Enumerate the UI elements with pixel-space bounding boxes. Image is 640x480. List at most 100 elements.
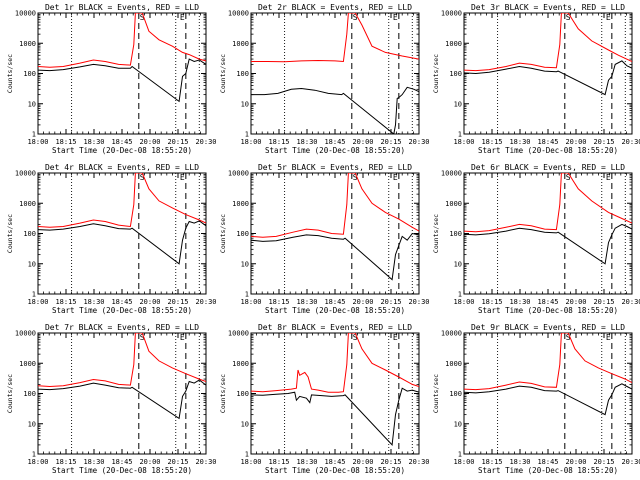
x-tick-label: 18:45 (324, 298, 345, 306)
x-tick-label: 18:30 (509, 458, 530, 466)
x-tick-label: 20:00 (352, 298, 373, 306)
x-tick-label: 18:15 (55, 298, 76, 306)
y-tick-label: 1 (32, 291, 36, 299)
panel-det-7: Det 7r BLACK = Events, RED = LLD 1 10 100 10… (6, 323, 217, 475)
x-tick-label: 18:45 (537, 458, 558, 466)
x-tick-label: 20:15 (593, 138, 614, 146)
plot-title: Det 6r BLACK = Events, RED = LLD (471, 163, 625, 172)
y-axis-label: Counts/sec (6, 54, 14, 93)
x-tick-label: 18:15 (268, 298, 289, 306)
x-tick-label: 18:45 (324, 138, 345, 146)
y-tick-label: 1000 (19, 360, 36, 368)
panel-det-6: Det 6r BLACK = Events, RED = LLD 1 10 100 10… (432, 163, 640, 315)
x-tick-label: 20:30 (408, 458, 429, 466)
events-series-line (251, 86, 419, 134)
y-tick-label: 10000 (441, 330, 462, 338)
x-tick-label: 18:00 (453, 458, 474, 466)
x-tick-label: 18:30 (296, 458, 317, 466)
x-tick-label: 20:00 (565, 138, 586, 146)
x-tick-label: 20:00 (139, 138, 160, 146)
plot-title: Det 2r BLACK = Events, RED = LLD (258, 3, 412, 12)
y-tick-label: 1 (458, 291, 462, 299)
y-tick-label: 10 (454, 420, 462, 428)
x-tick-label: 18:45 (111, 458, 132, 466)
y-tick-label: 1 (245, 131, 249, 139)
end-marker: E (393, 173, 398, 182)
lld-series-line (464, 173, 632, 233)
x-tick-label: 20:15 (380, 458, 401, 466)
events-series-line (464, 60, 632, 96)
plot-frame (250, 332, 420, 455)
y-tick-label: 100 (23, 230, 36, 238)
x-axis-label: Start Time (20-Dec-08 18:55:20) (52, 146, 192, 155)
lld-series-line (251, 13, 419, 63)
panel-det-9: Det 9r BLACK = Events, RED = LLD 1 10 100 10… (432, 323, 640, 475)
y-tick-label: 10000 (15, 170, 36, 178)
y-tick-label: 1000 (232, 360, 249, 368)
y-tick-label: 100 (23, 390, 36, 398)
x-tick-label: 20:15 (380, 138, 401, 146)
y-tick-label: 1 (32, 131, 36, 139)
y-tick-label: 10000 (228, 10, 249, 18)
x-tick-label: 18:30 (83, 138, 104, 146)
x-tick-label: 20:00 (352, 138, 373, 146)
x-tick-label: 18:00 (27, 458, 48, 466)
x-tick-label: 20:30 (408, 138, 429, 146)
panel-det-8: Det 8r BLACK = Events, RED = LLD 1 10 100 10… (219, 323, 430, 475)
panel-det-2: Det 2r BLACK = Events, RED = LLD 1 10 100 10… (219, 3, 430, 155)
end-marker: E (606, 13, 611, 22)
x-tick-label: 18:00 (453, 298, 474, 306)
x-tick-label: 18:15 (481, 458, 502, 466)
x-tick-label: 20:30 (195, 458, 216, 466)
y-tick-label: 100 (449, 390, 462, 398)
events-series-line (38, 379, 206, 420)
plot-frame (463, 332, 633, 455)
x-tick-label: 18:00 (240, 458, 261, 466)
start-marker: S (566, 173, 571, 182)
plot-title: Det 9r BLACK = Events, RED = LLD (471, 323, 625, 332)
events-series-line (38, 58, 206, 103)
plot-frame (37, 172, 207, 295)
y-tick-label: 10 (241, 420, 249, 428)
start-marker: S (140, 333, 145, 342)
events-series-line (38, 220, 206, 265)
y-tick-label: 10 (241, 100, 249, 108)
x-tick-label: 18:15 (268, 138, 289, 146)
plot-title: Det 7r BLACK = Events, RED = LLD (45, 323, 199, 332)
end-marker: E (393, 13, 398, 22)
y-tick-label: 1 (32, 451, 36, 459)
y-tick-label: 1000 (232, 40, 249, 48)
y-tick-label: 1 (245, 291, 249, 299)
panel-det-3: Det 3r BLACK = Events, RED = LLD 1 10 100 10… (432, 3, 640, 155)
start-marker: S (353, 173, 358, 182)
end-marker: E (180, 173, 185, 182)
x-tick-label: 20:15 (167, 138, 188, 146)
x-axis-label: Start Time (20-Dec-08 18:55:20) (52, 306, 192, 315)
x-tick-label: 18:30 (83, 458, 104, 466)
plot-title: Det 4r BLACK = Events, RED = LLD (45, 163, 199, 172)
y-axis-label: Counts/sec (219, 214, 227, 253)
x-tick-label: 18:15 (481, 298, 502, 306)
y-axis-label: Counts/sec (6, 214, 14, 253)
y-tick-label: 10000 (15, 330, 36, 338)
y-tick-label: 100 (449, 70, 462, 78)
start-marker: S (566, 13, 571, 22)
y-axis-label: Counts/sec (219, 374, 227, 413)
x-tick-label: 20:15 (167, 298, 188, 306)
y-tick-label: 1000 (19, 200, 36, 208)
x-tick-label: 20:30 (195, 138, 216, 146)
panel-det-5: Det 5r BLACK = Events, RED = LLD 1 10 100 10… (219, 163, 430, 315)
x-tick-label: 18:15 (55, 458, 76, 466)
x-axis-label: Start Time (20-Dec-08 18:55:20) (478, 306, 618, 315)
plot-frame (37, 332, 207, 455)
y-tick-label: 10 (28, 100, 36, 108)
events-series-line (251, 387, 419, 447)
y-tick-label: 10000 (15, 10, 36, 18)
end-marker: E (393, 333, 398, 342)
x-tick-label: 20:15 (593, 298, 614, 306)
y-tick-label: 10000 (441, 170, 462, 178)
y-tick-label: 100 (236, 70, 249, 78)
x-axis-label: Start Time (20-Dec-08 18:55:20) (478, 146, 618, 155)
plot-title: Det 5r BLACK = Events, RED = LLD (258, 163, 412, 172)
